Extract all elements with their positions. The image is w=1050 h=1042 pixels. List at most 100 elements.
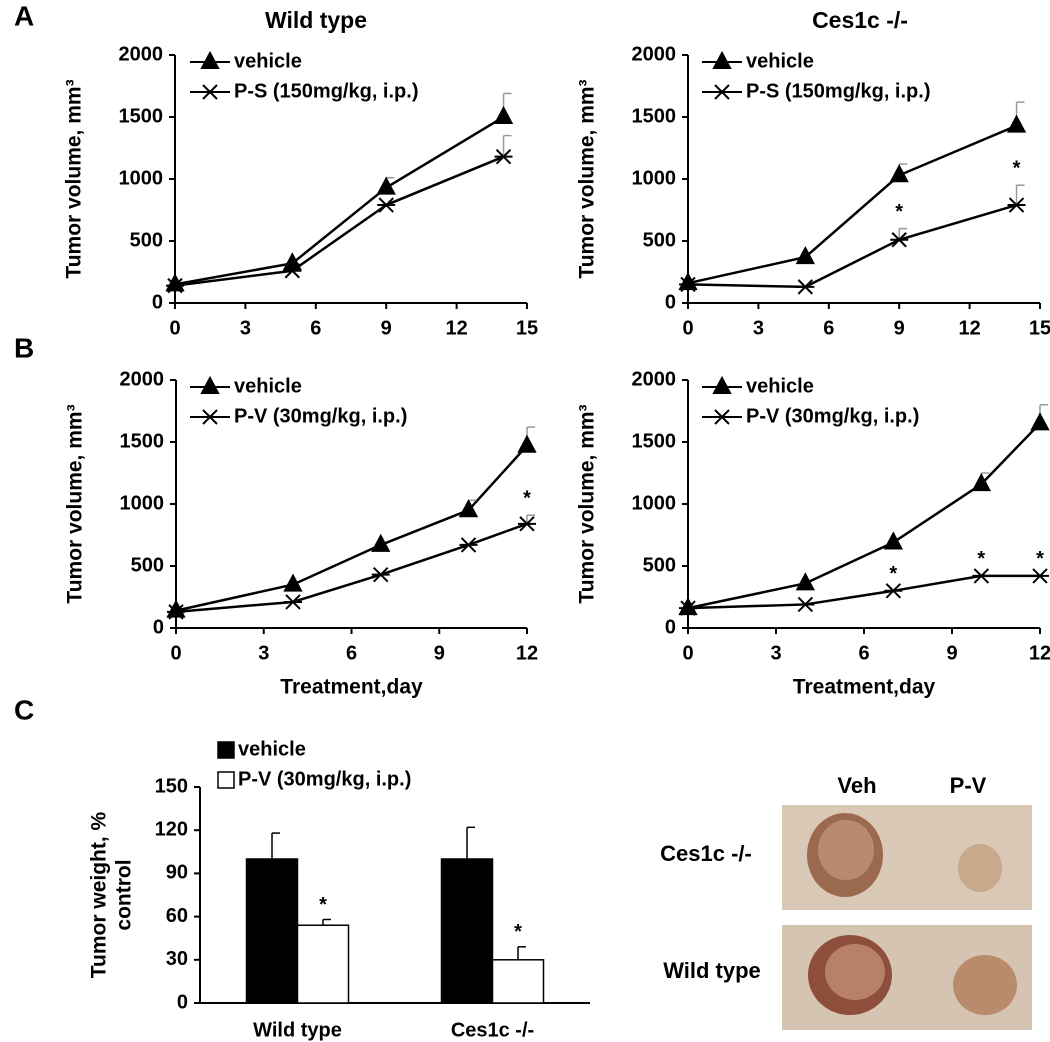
y-tick-label: 1500 <box>632 105 677 127</box>
y-tick-label: 0 <box>153 616 164 638</box>
x-tick-label: 0 <box>682 642 693 664</box>
significance-mark: * <box>895 201 903 223</box>
photo-column-label: Veh <box>837 773 876 798</box>
legend-marker <box>713 409 731 425</box>
y-axis-label: Tumor volume, mm³ <box>64 404 87 603</box>
x-tick-label: Ces1c -/- <box>451 1019 534 1041</box>
data-point <box>371 566 390 583</box>
data-point <box>166 277 184 294</box>
photo-row-label: Ces1c -/- <box>660 841 752 866</box>
data-point <box>517 434 537 453</box>
data-point <box>679 600 697 616</box>
data-point <box>1031 568 1049 584</box>
y-tick-label: 500 <box>130 229 163 251</box>
series-line <box>174 115 505 286</box>
tumor <box>818 820 874 880</box>
photo-row-label: Wild type <box>663 958 761 983</box>
x-tick-label: 0 <box>170 642 181 664</box>
legend-marker <box>201 409 219 425</box>
series-line <box>687 203 1017 289</box>
y-axis-label: Tumor volume, mm³ <box>576 404 599 603</box>
series-line <box>687 124 1018 285</box>
y-tick-label: 30 <box>166 948 188 970</box>
legend-label: P-V (30mg/kg, i.p.) <box>746 405 919 427</box>
photo-column-label: P-V <box>950 773 987 798</box>
significance-mark: * <box>1036 548 1044 570</box>
legend-label: vehicle <box>746 50 814 72</box>
series-line <box>175 444 528 612</box>
legend-marker <box>712 375 732 394</box>
significance-mark: * <box>514 921 522 943</box>
legend-label: P-V (30mg/kg, i.p.) <box>234 405 407 427</box>
legend-swatch <box>217 771 235 789</box>
panel-label: B <box>14 332 34 363</box>
data-point <box>283 263 302 279</box>
y-tick-label: 2000 <box>120 368 165 390</box>
y-tick-label: 1000 <box>632 167 677 189</box>
x-tick-label: 9 <box>381 317 392 339</box>
data-point <box>796 596 815 613</box>
bar <box>245 858 299 1004</box>
data-point <box>971 473 991 492</box>
data-point <box>1030 412 1050 431</box>
x-tick-label: 0 <box>682 317 693 339</box>
bar <box>491 959 545 1004</box>
panel-label: A <box>14 0 34 31</box>
y-tick-label: 150 <box>155 775 188 797</box>
y-tick-label: 0 <box>665 616 676 638</box>
legend-label: vehicle <box>234 50 302 72</box>
data-point <box>376 176 396 195</box>
significance-mark: * <box>319 894 327 916</box>
legend-marker <box>200 50 220 69</box>
x-tick-label: 9 <box>434 642 445 664</box>
y-tick-label: 1500 <box>632 430 677 452</box>
legend-marker <box>200 375 220 394</box>
legend-swatch <box>217 741 235 759</box>
y-tick-label: 0 <box>177 991 188 1013</box>
x-tick-label: 6 <box>346 642 357 664</box>
data-point <box>494 148 513 165</box>
photo-panel: Veh P-V Ces1c -/- Wild type <box>660 773 1032 1030</box>
data-point <box>1006 114 1027 133</box>
y-tick-label: 0 <box>665 291 676 313</box>
y-tick-label: 1000 <box>120 492 165 514</box>
chart-title: Wild type <box>265 7 367 33</box>
data-point <box>371 533 391 552</box>
data-point <box>377 197 396 213</box>
y-tick-label: 1500 <box>120 430 165 452</box>
y-axis-label: Tumor volume, mm³ <box>576 79 599 278</box>
y-tick-label: 90 <box>166 862 188 884</box>
data-point <box>458 499 479 518</box>
data-point <box>889 164 909 183</box>
data-point <box>884 583 903 599</box>
legend-label: P-V (30mg/kg, i.p.) <box>238 768 411 790</box>
x-tick-label: Wild type <box>253 1019 342 1041</box>
significance-mark: * <box>1013 157 1021 179</box>
y-tick-label: 500 <box>131 554 164 576</box>
y-tick-label: 1000 <box>119 167 164 189</box>
data-point <box>679 276 697 293</box>
data-point <box>459 537 478 553</box>
x-tick-label: 0 <box>169 317 180 339</box>
legend-label: vehicle <box>234 375 302 397</box>
legend-label: vehicle <box>238 738 306 760</box>
y-axis-label: Tumor weight, % <box>88 811 111 978</box>
significance-mark: * <box>523 487 531 509</box>
data-point <box>972 568 991 584</box>
legend-marker <box>713 84 731 100</box>
x-tick-label: 9 <box>894 317 905 339</box>
series-line <box>174 155 505 287</box>
data-point <box>493 105 514 124</box>
tumor <box>825 944 885 1000</box>
significance-mark: * <box>977 548 985 570</box>
bar <box>440 858 494 1004</box>
y-tick-label: 2000 <box>632 368 677 390</box>
data-point <box>678 597 698 616</box>
y-tick-label: 1500 <box>119 105 164 127</box>
y-tick-label: 120 <box>155 818 188 840</box>
significance-mark: * <box>889 563 897 585</box>
x-axis-label: Treatment,day <box>280 676 423 699</box>
x-tick-label: 6 <box>823 317 834 339</box>
y-axis-label: control <box>113 859 136 930</box>
